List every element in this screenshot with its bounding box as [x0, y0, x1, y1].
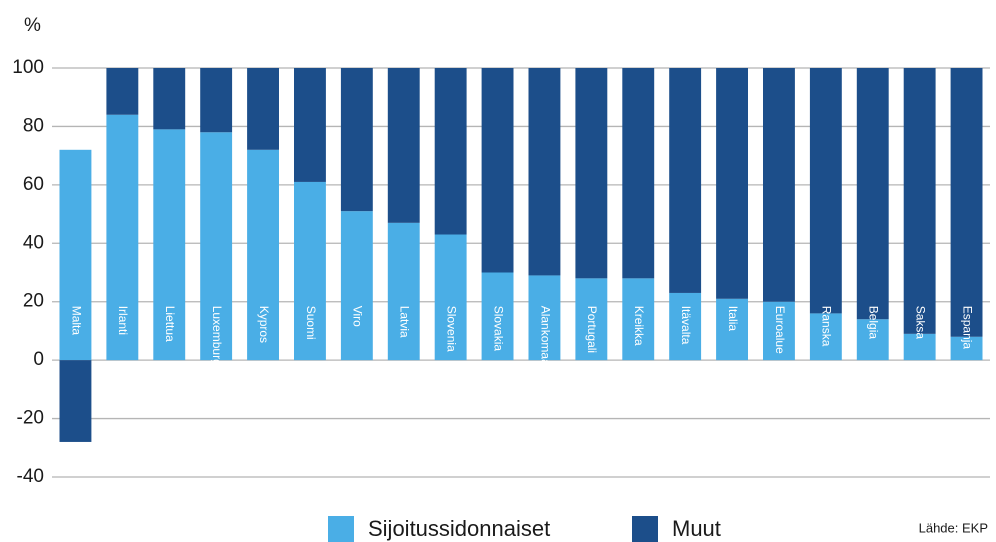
bar-segment — [856, 319, 889, 361]
x-tick-label: Liettua — [163, 306, 177, 342]
y-tick-label: 40 — [23, 232, 44, 253]
x-tick-label: Belgia — [867, 306, 881, 340]
y-axis-unit: % — [24, 15, 41, 36]
bar-segment — [387, 68, 420, 223]
x-tick-label: Viro — [351, 306, 365, 327]
bar-segment — [106, 68, 139, 115]
x-tick-label: Portugali — [585, 306, 599, 353]
bar-segment — [856, 68, 889, 320]
x-tick-label: Euroalue — [773, 306, 787, 354]
x-tick-label: Luxemburg — [210, 306, 224, 366]
x-tick-label: Slovakia — [491, 306, 505, 352]
bar-segment — [294, 181, 326, 361]
bar-segment — [247, 149, 279, 361]
bar-segment — [200, 68, 233, 133]
bar-segment — [434, 68, 467, 235]
legend-swatch — [632, 516, 658, 542]
bar-segment — [669, 68, 702, 293]
legend-swatch — [328, 516, 354, 542]
bar-segment — [950, 336, 983, 361]
bar-segment — [528, 275, 561, 361]
bar-segment — [669, 292, 702, 361]
x-tick-label: Kypros — [257, 306, 271, 343]
bar-segment — [106, 114, 139, 361]
y-tick-label: 80 — [23, 115, 44, 136]
y-tick-label: 0 — [33, 349, 44, 370]
bar-segment — [763, 301, 795, 361]
x-tick-label: Kreikka — [632, 306, 646, 346]
bar-segment — [950, 68, 983, 337]
bar-segment — [716, 298, 748, 361]
bar-segment — [809, 313, 842, 361]
bar-segment — [153, 68, 186, 130]
bar-segment — [59, 149, 92, 361]
x-tick-label: Italia — [726, 306, 740, 332]
bar-segment — [59, 360, 92, 442]
x-tick-label: Irlanti — [116, 306, 130, 335]
bar-segment — [434, 234, 467, 361]
x-tick-label: Itävalta — [679, 306, 693, 345]
legend-label: Muut — [672, 516, 721, 541]
bar-segment — [481, 272, 514, 361]
bar-segment — [716, 68, 748, 299]
bar-segment — [387, 222, 420, 361]
bar-segment — [481, 68, 514, 273]
bar-segment — [528, 68, 561, 276]
bar-segment — [200, 132, 233, 361]
source: Lähde: EKP — [919, 520, 988, 535]
x-tick-label: Latvia — [398, 306, 412, 338]
bar-segment — [903, 68, 936, 334]
y-tick-label: -40 — [17, 466, 44, 487]
bar-segment — [247, 68, 279, 150]
x-tick-label: Alankomaat — [538, 306, 552, 370]
x-tick-label: Suomi — [304, 306, 318, 340]
bar-segment — [340, 211, 373, 361]
x-tick-label: Ranska — [820, 306, 834, 347]
x-tick-label: Saksa — [913, 306, 927, 340]
y-tick-label: 20 — [23, 291, 44, 312]
bar-segment — [294, 68, 326, 182]
x-tick-label: Malta — [69, 306, 83, 336]
x-tick-label: Espanja — [960, 306, 974, 350]
bar-segment — [575, 278, 608, 361]
y-tick-label: 100 — [12, 57, 44, 78]
bar-segment — [340, 68, 373, 212]
legend-label: Sijoitussidonnaiset — [368, 516, 550, 541]
bar-segment — [763, 68, 795, 302]
bar-segment — [575, 68, 608, 279]
bar-segment — [622, 278, 655, 361]
bar-segment — [622, 68, 655, 279]
y-tick-label: -20 — [17, 408, 44, 429]
x-tick-label: Slovenia — [444, 306, 458, 352]
bar-segment — [809, 68, 842, 314]
y-tick-label: 60 — [23, 174, 44, 195]
bar-segment — [153, 129, 186, 361]
bar-segment — [903, 333, 936, 361]
